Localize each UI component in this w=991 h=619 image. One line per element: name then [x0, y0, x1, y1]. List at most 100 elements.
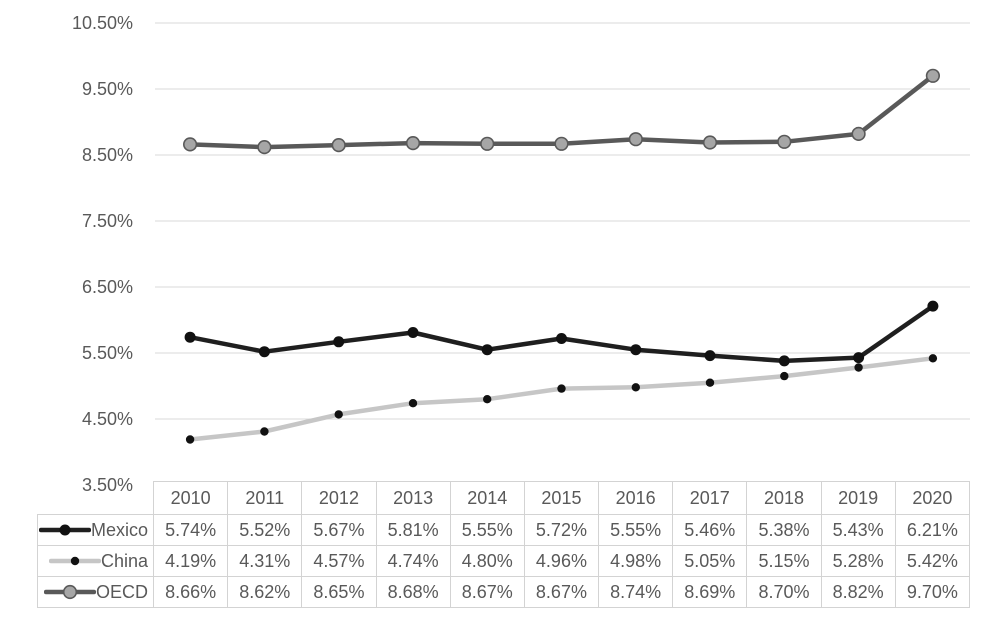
data-point-marker-mexico — [927, 300, 939, 312]
data-point-marker-oecd — [925, 68, 941, 83]
data-point-marker-china — [854, 363, 863, 372]
y-axis-tick-label: 8.50% — [82, 145, 133, 165]
value-cell: 4.74% — [375, 545, 451, 577]
value-cell: 5.81% — [375, 514, 451, 546]
value-cell: 4.80% — [449, 545, 525, 577]
year-header-cell: 2016 — [598, 481, 674, 515]
year-header-cell: 2012 — [301, 481, 377, 515]
value-cell: 5.72% — [523, 514, 600, 546]
data-point-marker-china — [557, 384, 566, 393]
data-point-marker-china — [408, 399, 418, 408]
value-cell: 5.55% — [449, 514, 525, 546]
value-cell: 4.19% — [152, 545, 229, 577]
y-axis-tick-label: 4.50% — [82, 409, 133, 429]
value-cell: 8.68% — [375, 576, 451, 608]
y-axis-tick-label: 6.50% — [82, 277, 133, 297]
y-axis-tick-label: 7.50% — [82, 211, 133, 231]
data-point-marker-oecd — [257, 140, 272, 155]
series-line-oecd — [187, 73, 936, 150]
data-point-marker-oecd — [183, 137, 198, 152]
value-cell: 5.46% — [672, 514, 748, 546]
value-cell: 4.96% — [523, 545, 600, 577]
data-point-marker-china — [185, 435, 195, 444]
value-cell: 8.62% — [227, 576, 303, 608]
data-point-marker-mexico — [630, 344, 642, 356]
value-cell: 8.70% — [746, 576, 822, 608]
data-point-marker-china — [705, 378, 715, 387]
value-cell: 8.74% — [598, 576, 674, 608]
data-point-marker-china — [334, 410, 343, 419]
series-line-china — [187, 356, 936, 442]
series-row-oecd: OECD 8.66% 8.62% 8.65% 8.68% 8.67% 8.67% 8.74% 8… — [37, 576, 971, 608]
value-cell: 6.21% — [894, 514, 971, 546]
value-cell: 5.67% — [301, 514, 377, 546]
legend-series-label: Mexico — [90, 519, 148, 540]
year-header-cell: 2010 — [152, 481, 229, 515]
series-row-china: China 4.19% 4.31% 4.57% 4.74% 4.80% 4.96% 4.98%… — [37, 545, 971, 577]
y-axis-tick-label: 10.50% — [72, 13, 133, 33]
data-point-marker-mexico — [407, 327, 419, 338]
value-cell: 8.66% — [152, 576, 229, 608]
data-point-marker-china — [260, 427, 269, 436]
value-cell: 8.82% — [820, 576, 896, 608]
value-cell: 5.28% — [820, 545, 896, 577]
year-header-cell: 2018 — [746, 481, 822, 515]
data-point-marker-oecd — [554, 136, 569, 151]
year-header-cell: 2015 — [523, 481, 600, 515]
data-point-marker-oecd — [851, 126, 866, 141]
value-cell: 5.05% — [672, 545, 748, 577]
legend-line-marker-icon — [48, 556, 101, 566]
value-cell: 5.43% — [820, 514, 896, 546]
legend-line-marker-icon — [43, 584, 96, 600]
data-point-marker-mexico — [333, 336, 345, 348]
data-point-marker-oecd — [405, 136, 421, 151]
value-cell: 4.31% — [227, 545, 303, 577]
data-point-marker-mexico — [481, 344, 493, 356]
data-point-marker-china — [928, 354, 938, 363]
value-cell: 8.67% — [523, 576, 600, 608]
value-cell: 5.42% — [894, 545, 971, 577]
year-header-cell: 2014 — [449, 481, 525, 515]
year-header-cell: 2017 — [672, 481, 748, 515]
legend-cell: China — [37, 545, 154, 577]
data-point-marker-mexico — [258, 346, 270, 358]
data-point-marker-oecd — [628, 132, 643, 147]
year-header-cell: 2011 — [227, 481, 303, 515]
value-cell: 4.98% — [598, 545, 674, 577]
series-row-mexico: Mexico 5.74% 5.52% 5.67% 5.81% 5.55% 5.72% 5.55… — [37, 514, 971, 546]
legend-series-label: OECD — [95, 581, 148, 602]
value-cell: 5.38% — [746, 514, 822, 546]
data-point-marker-oecd — [331, 138, 346, 153]
data-point-marker-oecd — [777, 134, 792, 149]
y-axis-tick-label: 5.50% — [82, 343, 133, 363]
value-cell: 9.70% — [894, 576, 971, 608]
data-point-marker-oecd — [480, 136, 495, 151]
data-point-marker-mexico — [556, 333, 567, 344]
value-cell: 4.57% — [301, 545, 377, 577]
data-point-marker-mexico — [704, 350, 716, 362]
data-point-marker-mexico — [853, 352, 865, 364]
value-cell: 8.67% — [449, 576, 525, 608]
year-header-cell: 2019 — [820, 481, 896, 515]
data-point-marker-mexico — [184, 331, 196, 343]
legend-cell: OECD — [37, 576, 154, 608]
value-cell: 5.15% — [746, 545, 822, 577]
value-cell: 5.74% — [152, 514, 229, 546]
y-axis-tick-label: 3.50% — [82, 475, 133, 495]
year-header-cell: 2013 — [375, 481, 451, 515]
data-point-marker-oecd — [702, 135, 718, 150]
data-point-marker-china — [483, 395, 492, 404]
chart-data-table: 2010 2011 2012 2013 2014 2015 2016 2017 2018 2019… — [37, 481, 971, 608]
legend-line-marker-icon — [38, 524, 91, 536]
table-header-row: 2010 2011 2012 2013 2014 2015 2016 2017 2018 2019… — [38, 481, 971, 515]
y-axis-tick-label: 9.50% — [82, 79, 133, 99]
year-header-cell: 2020 — [894, 481, 971, 515]
table-body: Mexico 5.74% 5.52% 5.67% 5.81% 5.55% 5.72% 5.55… — [37, 514, 971, 608]
value-cell: 5.55% — [598, 514, 674, 546]
legend-cell: Mexico — [37, 514, 154, 546]
value-cell: 8.69% — [672, 576, 748, 608]
legend-series-label: China — [100, 550, 148, 571]
value-cell: 5.52% — [227, 514, 303, 546]
